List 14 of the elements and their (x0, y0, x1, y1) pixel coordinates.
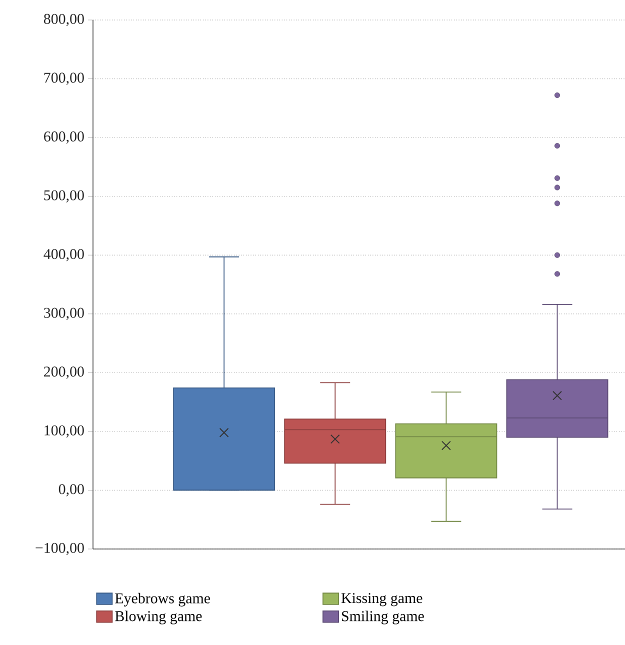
y-tick-label: 300,00 (44, 308, 84, 320)
y-tick-label: 800,00 (44, 14, 84, 26)
y-tick-label: 0,00 (58, 484, 84, 496)
y-tick-label: 500,00 (44, 190, 84, 202)
legend-label: Kissing game (341, 593, 422, 606)
y-tick-label: 600,00 (44, 131, 84, 144)
y-tick-label: 700,00 (44, 72, 84, 85)
legend-label: Smiling game (342, 610, 424, 624)
y-tick-label: −100,00 (36, 542, 84, 556)
y-tick-label: 100,00 (44, 425, 84, 438)
y-tick-label: 400,00 (43, 248, 84, 262)
legend-label: Eyebrows game (114, 592, 210, 606)
legend-label: Blowing game (114, 610, 202, 624)
y-tick-label: 200,00 (44, 366, 84, 379)
